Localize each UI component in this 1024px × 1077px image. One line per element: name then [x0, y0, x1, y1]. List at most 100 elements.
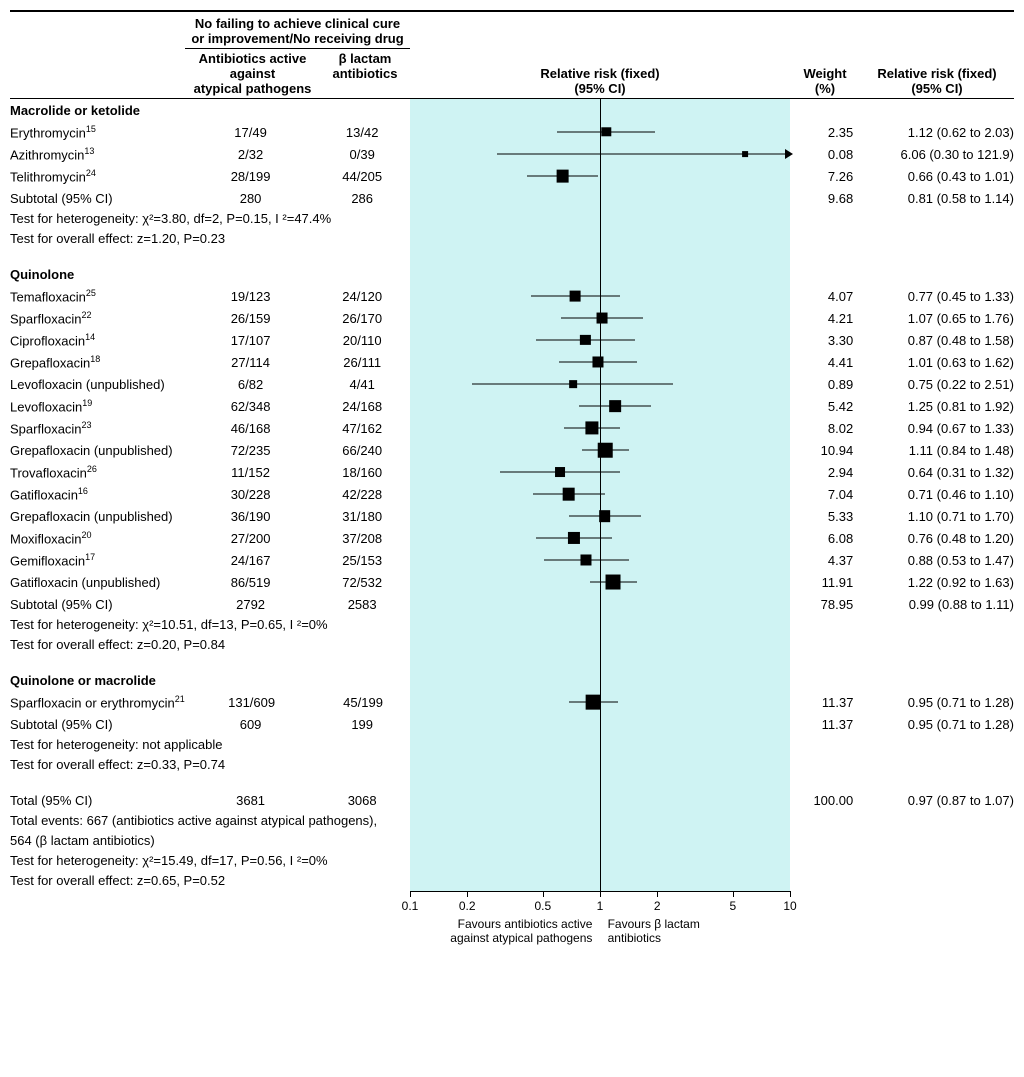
point-estimate-marker — [586, 695, 601, 710]
ctrl-value: 45/199 — [318, 695, 407, 710]
point-estimate-marker — [568, 532, 580, 544]
rr-value: 1.07 (0.65 to 1.76) — [861, 311, 1014, 326]
rr-value: 1.25 (0.81 to 1.92) — [861, 399, 1014, 414]
weight-value: 4.07 — [784, 289, 861, 304]
weight-value: 2.35 — [784, 125, 861, 140]
point-estimate-marker — [599, 510, 611, 522]
ctrl-value: 24/168 — [318, 399, 407, 414]
tx-value: 62/348 — [184, 399, 318, 414]
study-label: Grepafloxacin (unpublished) — [10, 509, 184, 524]
ctrl-value: 47/162 — [318, 421, 407, 436]
axis-tick-label: 0.1 — [402, 899, 419, 913]
plot-header: Relative risk (fixed) (95% CI) — [410, 66, 790, 96]
tx-value: 17/107 — [184, 333, 318, 348]
ctrl-value: 24/120 — [318, 289, 407, 304]
weight-value: 11.91 — [784, 575, 861, 590]
rr-value: 0.99 (0.88 to 1.11) — [861, 597, 1014, 612]
axis-tick — [600, 891, 601, 897]
point-estimate-marker — [556, 170, 569, 183]
ctrl-value: 72/532 — [318, 575, 407, 590]
point-estimate-marker — [606, 575, 621, 590]
tx-value: 131/609 — [185, 695, 319, 710]
rr-value: 0.97 (0.87 to 1.07) — [861, 793, 1014, 808]
ctrl-value: 199 — [318, 717, 407, 732]
outcome-header-l2: or improvement/No receiving drug — [191, 31, 403, 46]
ctrl-value: 13/42 — [318, 125, 407, 140]
point-estimate-marker — [580, 335, 590, 345]
study-label: Ciprofloxacin14 — [10, 332, 184, 348]
outcome-header-l1: No failing to achieve clinical cure — [195, 16, 400, 31]
weight-value: 100.00 — [784, 793, 861, 808]
tx-value: 2792 — [184, 597, 318, 612]
ctrl-value: 37/208 — [318, 531, 407, 546]
rr-value: 0.64 (0.31 to 1.32) — [861, 465, 1014, 480]
study-label: Levofloxacin (unpublished) — [10, 377, 184, 392]
axis-tick-label: 0.2 — [459, 899, 476, 913]
rr-value: 0.75 (0.22 to 2.51) — [861, 377, 1014, 392]
weight-value: 78.95 — [784, 597, 861, 612]
weight-value: 4.41 — [784, 355, 861, 370]
subtotal-label: Subtotal (95% CI) — [10, 191, 184, 206]
weight-header: Weight (%) — [790, 66, 860, 96]
tx-value: 86/519 — [184, 575, 318, 590]
rr-value: 0.95 (0.71 to 1.28) — [861, 717, 1014, 732]
weight-value: 4.21 — [784, 311, 861, 326]
ctrl-value: 3068 — [318, 793, 407, 808]
point-estimate-marker — [598, 443, 613, 458]
rr-value: 0.66 (0.43 to 1.01) — [861, 169, 1014, 184]
axis-tick — [543, 891, 544, 897]
weight-value: 11.37 — [784, 717, 861, 732]
axis-tick-label: 0.5 — [534, 899, 551, 913]
rr-value: 0.95 (0.71 to 1.28) — [861, 695, 1014, 710]
ctrl-value: 18/160 — [318, 465, 407, 480]
point-estimate-marker — [569, 380, 577, 388]
rr-value: 1.11 (0.84 to 1.48) — [861, 443, 1014, 458]
weight-value: 8.02 — [784, 421, 861, 436]
ctrl-value: 0/39 — [318, 147, 407, 162]
weight-value: 6.08 — [784, 531, 861, 546]
tx-value: 30/228 — [184, 487, 318, 502]
weight-value: 7.26 — [784, 169, 861, 184]
subtotal-label: Total (95% CI) — [10, 793, 184, 808]
weight-value: 11.37 — [784, 695, 861, 710]
rr-value: 1.22 (0.92 to 1.63) — [861, 575, 1014, 590]
tx-value: 46/168 — [184, 421, 318, 436]
rr-value: 0.76 (0.48 to 1.20) — [861, 531, 1014, 546]
axis-tick — [467, 891, 468, 897]
tx-value: 27/200 — [184, 531, 318, 546]
study-label: Sparfloxacin22 — [10, 310, 184, 326]
weight-value: 9.68 — [784, 191, 861, 206]
study-label: Gatifloxacin (unpublished) — [10, 575, 184, 590]
tx-value: 17/49 — [184, 125, 318, 140]
ctrl-value: 4/41 — [318, 377, 407, 392]
rr-value: 0.81 (0.58 to 1.14) — [861, 191, 1014, 206]
study-label: Gatifloxacin16 — [10, 486, 184, 502]
study-label: Gemifloxacin17 — [10, 552, 184, 568]
point-estimate-marker — [601, 127, 610, 136]
subtotal-label: Subtotal (95% CI) — [10, 597, 184, 612]
weight-value: 7.04 — [784, 487, 861, 502]
weight-value: 4.37 — [784, 553, 861, 568]
axis-tick-label: 5 — [729, 899, 736, 913]
tx-col-header: Antibiotics active against atypical path… — [185, 51, 320, 96]
point-estimate-marker — [609, 400, 621, 412]
tx-value: 36/190 — [184, 509, 318, 524]
study-label: Moxifloxacin20 — [10, 530, 184, 546]
point-estimate-marker — [570, 291, 581, 302]
rr-value: 6.06 (0.30 to 121.9) — [861, 147, 1014, 162]
tx-value: 26/159 — [184, 311, 318, 326]
tx-value: 3681 — [184, 793, 318, 808]
study-label: Sparfloxacin23 — [10, 420, 184, 436]
tx-value: 19/123 — [184, 289, 318, 304]
ctrl-value: 66/240 — [318, 443, 407, 458]
study-label: Levofloxacin19 — [10, 398, 184, 414]
axis-tick-label: 10 — [783, 899, 796, 913]
axis-tick-label: 2 — [654, 899, 661, 913]
ctrl-value: 31/180 — [318, 509, 407, 524]
arrow-right-icon — [785, 149, 793, 159]
study-label: Trovafloxacin26 — [10, 464, 184, 480]
point-estimate-marker — [581, 554, 592, 565]
unity-line — [600, 99, 601, 891]
tx-value: 24/167 — [184, 553, 318, 568]
axis-tick — [410, 891, 411, 897]
